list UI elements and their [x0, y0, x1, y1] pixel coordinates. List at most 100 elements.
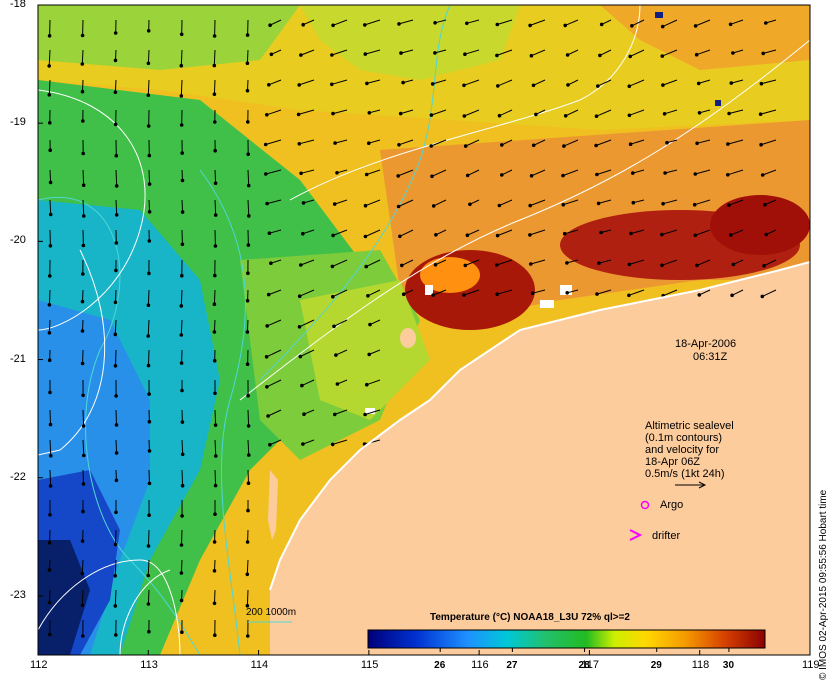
velocity-arrow-head	[48, 244, 53, 248]
velocity-arrow-head	[299, 53, 303, 57]
velocity-arrow	[532, 289, 546, 294]
velocity-arrow-head	[246, 634, 250, 638]
velocity-arrow-head	[146, 602, 151, 606]
velocity-arrow-head	[400, 263, 404, 268]
velocity-arrow-head	[334, 353, 338, 357]
velocity-arrow	[727, 139, 744, 145]
velocity-arrow-head	[301, 22, 306, 27]
velocity-arrow	[696, 49, 711, 56]
velocity-arrow-head	[114, 510, 118, 515]
velocity-arrow	[147, 289, 150, 306]
velocity-arrow	[266, 199, 282, 205]
velocity-arrow-head	[296, 112, 301, 117]
velocity-arrow	[115, 199, 118, 215]
lat-tick-label: -19	[10, 116, 26, 129]
velocity-arrow	[695, 229, 711, 236]
velocity-arrow-head	[465, 233, 470, 237]
velocity-arrow-head	[213, 483, 218, 488]
velocity-arrow	[563, 199, 579, 206]
velocity-arrow-head	[212, 92, 217, 96]
velocity-arrow	[214, 439, 217, 457]
date-label: 18-Apr-2006	[675, 338, 737, 350]
velocity-arrow-head	[179, 304, 184, 308]
velocity-arrow-head	[113, 332, 118, 337]
velocity-arrow-head	[297, 83, 302, 87]
velocity-arrow	[148, 469, 150, 484]
velocity-arrow-head	[213, 391, 217, 396]
velocity-arrow	[730, 19, 744, 25]
velocity-arrow	[464, 109, 480, 117]
velocity-arrow	[400, 49, 414, 54]
velocity-arrow-head	[147, 392, 151, 396]
colorbar-tick-label: 29	[650, 660, 662, 671]
velocity-arrow-head	[147, 513, 151, 518]
velocity-arrow-head	[468, 202, 472, 207]
velocity-arrow	[148, 529, 150, 547]
velocity-arrow	[699, 109, 711, 114]
velocity-arrow-head	[599, 230, 603, 235]
velocity-arrow-head	[113, 122, 118, 127]
velocity-arrow	[596, 169, 612, 175]
velocity-arrow-head	[264, 355, 269, 359]
velocity-arrow	[214, 199, 217, 216]
velocity-arrow-head	[661, 83, 665, 87]
velocity-arrow-head	[332, 324, 336, 329]
lon-tick-label: 113	[140, 659, 158, 671]
colorbar-tick-label: 28	[578, 660, 590, 671]
velocity-arrow-head	[302, 412, 306, 417]
drifter-marker-icon	[629, 529, 643, 541]
velocity-arrow	[497, 289, 513, 295]
velocity-arrow	[562, 169, 579, 177]
velocity-arrow	[567, 79, 579, 86]
velocity-arrow-head	[367, 111, 372, 115]
velocity-arrow	[432, 289, 447, 296]
velocity-arrow	[763, 49, 777, 54]
velocity-arrow-head	[80, 361, 85, 366]
velocity-arrow-head	[297, 294, 302, 299]
velocity-arrow-head	[147, 481, 152, 486]
velocity-arrow-head	[268, 442, 272, 447]
velocity-arrow-head	[80, 62, 85, 66]
velocity-arrow	[266, 379, 282, 388]
velocity-arrow	[698, 79, 711, 84]
velocity-arrow	[334, 409, 348, 415]
velocity-arrow	[398, 19, 414, 25]
velocity-arrow	[431, 109, 447, 116]
velocity-arrow-head	[213, 213, 218, 217]
velocity-arrow-head	[367, 141, 371, 145]
velocity-arrow-head	[333, 412, 337, 417]
land-mass	[270, 262, 810, 655]
velocity-arrow	[369, 319, 381, 326]
velocity-arrow-head	[335, 382, 340, 386]
velocity-arrow	[332, 259, 348, 267]
velocity-arrow-head	[397, 22, 401, 26]
velocity-arrow	[301, 379, 315, 387]
velocity-arrow	[497, 229, 513, 237]
velocity-arrow	[303, 409, 315, 415]
velocity-arrow	[496, 49, 513, 56]
velocity-arrow-head	[147, 210, 152, 214]
lat-tick-label: -21	[10, 352, 26, 365]
velocity-arrow	[630, 229, 645, 234]
velocity-arrow-head	[245, 362, 250, 367]
velocity-arrow-head	[214, 454, 218, 458]
velocity-arrow-head	[299, 171, 303, 176]
velocity-arrow	[467, 169, 480, 176]
velocity-arrow-head	[598, 53, 602, 58]
velocity-arrow	[761, 79, 777, 85]
velocity-arrow-head	[247, 214, 251, 218]
velocity-arrow	[147, 49, 150, 64]
velocity-arrow	[398, 199, 414, 207]
velocity-arrow	[366, 79, 381, 84]
argo-label: Argo	[660, 499, 684, 511]
velocity-arrow	[298, 109, 315, 115]
velocity-arrow-head	[265, 324, 270, 328]
velocity-arrow	[730, 229, 744, 236]
velocity-arrow	[694, 199, 711, 206]
velocity-arrow	[629, 49, 645, 57]
velocity-arrow-head	[430, 174, 434, 179]
velocity-arrow	[265, 169, 282, 175]
velocity-arrow-head	[298, 354, 303, 359]
velocity-arrow-head	[630, 24, 634, 28]
lon-tick-label: 115	[360, 659, 379, 671]
